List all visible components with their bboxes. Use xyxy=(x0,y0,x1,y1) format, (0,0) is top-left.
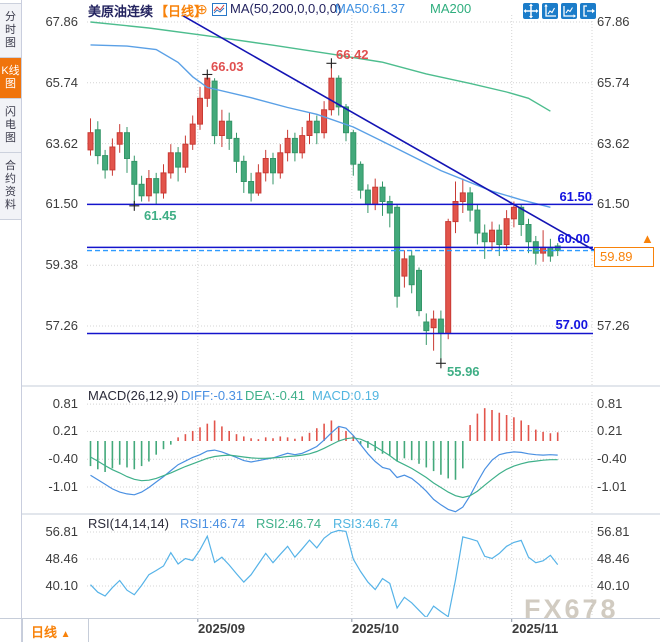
annotation-high-6603: 66.03 xyxy=(211,59,244,74)
x-axis-scale-icon[interactable] xyxy=(561,3,577,19)
price-line-label-6150: 61.50 xyxy=(559,189,592,204)
y-axis-tick: 65.74 xyxy=(45,75,78,90)
macd-y-tick: 0.81 xyxy=(52,396,78,411)
macd-y-tick: -0.40 xyxy=(48,451,78,466)
kline-chart-icon[interactable] xyxy=(212,3,227,21)
macd-title: MACD(26,12,9) xyxy=(88,388,179,403)
annotation-low-5596: 55.96 xyxy=(447,364,480,379)
footer-divider xyxy=(22,618,23,642)
symbol-title: 美原油连续 xyxy=(88,4,154,19)
rsi-y-tick: 48.46 xyxy=(45,551,78,566)
sidebar-tab-kline-chart[interactable]: K线图 xyxy=(0,58,21,99)
footer-divider xyxy=(88,618,89,642)
period-tag[interactable]: 【日线】 xyxy=(155,4,208,19)
y-axis-tick: 63.62 xyxy=(45,136,78,151)
x-axis-date: 2025/11 xyxy=(512,621,559,636)
y-axis-tick: 67.86 xyxy=(45,14,78,29)
y-axis-scale-icon[interactable] xyxy=(542,3,558,19)
rsi-y-tick: 40.10 xyxy=(597,578,630,593)
rsi-y-tick: 48.46 xyxy=(597,551,630,566)
rsi1-value: RSI1:46.74 xyxy=(180,516,246,531)
macd-y-tick: 0.21 xyxy=(52,423,78,438)
price-line-label-5700: 57.00 xyxy=(555,317,588,332)
macd-y-tick: -0.40 xyxy=(597,451,627,466)
rsi-y-tick: 40.10 xyxy=(45,578,78,593)
macd-y-tick: -1.01 xyxy=(597,479,627,494)
rsi3-value: RSI3:46.74 xyxy=(333,516,399,531)
rsi-y-tick: 56.81 xyxy=(597,524,630,539)
sidebar-tab-contract-info[interactable]: 合约资料 xyxy=(0,153,21,220)
current-price-tag: 59.89 xyxy=(594,247,654,267)
y-axis-tick: 67.86 xyxy=(597,14,630,29)
ma-settings-label: MA(50,200,0,0,0,0) xyxy=(230,1,342,16)
macd-value: MACD:0.19 xyxy=(312,388,380,403)
add-indicator-icon[interactable]: ⊕ xyxy=(196,1,208,17)
y-axis-tick: 57.26 xyxy=(45,318,78,333)
period-selector-arrow-icon: ▲ xyxy=(60,629,71,640)
exit-chart-icon[interactable] xyxy=(580,3,596,19)
macd-y-tick: -1.01 xyxy=(48,479,78,494)
y-axis-tick: 61.50 xyxy=(597,196,630,211)
y-axis-tick: 59.38 xyxy=(45,257,78,272)
ma200-value-label: MA200 xyxy=(430,1,472,16)
price-line-label-6000: 60.00 xyxy=(557,231,590,246)
annotation-high-6642: 66.42 xyxy=(336,47,369,62)
period-selector-label: 日线 xyxy=(31,625,58,640)
rsi-title: RSI(14,14,14) xyxy=(88,516,169,531)
sidebar-tab-lightning-chart[interactable]: 闪电图 xyxy=(0,99,21,153)
sidebar-tab-time-chart[interactable]: 分时图 xyxy=(0,3,21,58)
y-axis-tick: 65.74 xyxy=(597,75,630,90)
x-axis-date: 2025/09 xyxy=(198,621,245,636)
x-axis-line xyxy=(0,618,660,619)
fx678-watermark: FX678 xyxy=(524,594,619,624)
annotation-low-6145: 61.45 xyxy=(144,208,177,223)
macd-diff-value: DIFF:-0.31 xyxy=(181,388,244,403)
period-selector[interactable]: 日线 ▲ xyxy=(31,622,71,641)
y-axis-tick: 63.62 xyxy=(597,136,630,151)
ma50-value-label: MA50:61.37 xyxy=(335,1,406,16)
price-up-arrow-icon: ▲ xyxy=(641,231,654,246)
y-axis-tick: 57.26 xyxy=(597,318,630,333)
x-axis-date: 2025/10 xyxy=(352,621,399,636)
pan-tool-icon[interactable] xyxy=(523,3,539,19)
rsi-y-tick: 56.81 xyxy=(45,524,78,539)
rsi2-value: RSI2:46.74 xyxy=(256,516,322,531)
y-axis-tick: 61.50 xyxy=(45,196,78,211)
sidebar: 分时图 K线图 闪电图 合约资料 xyxy=(0,0,22,642)
macd-y-tick: 0.21 xyxy=(597,423,623,438)
macd-dea-value: DEA:-0.41 xyxy=(245,388,305,403)
macd-y-tick: 0.81 xyxy=(597,396,623,411)
